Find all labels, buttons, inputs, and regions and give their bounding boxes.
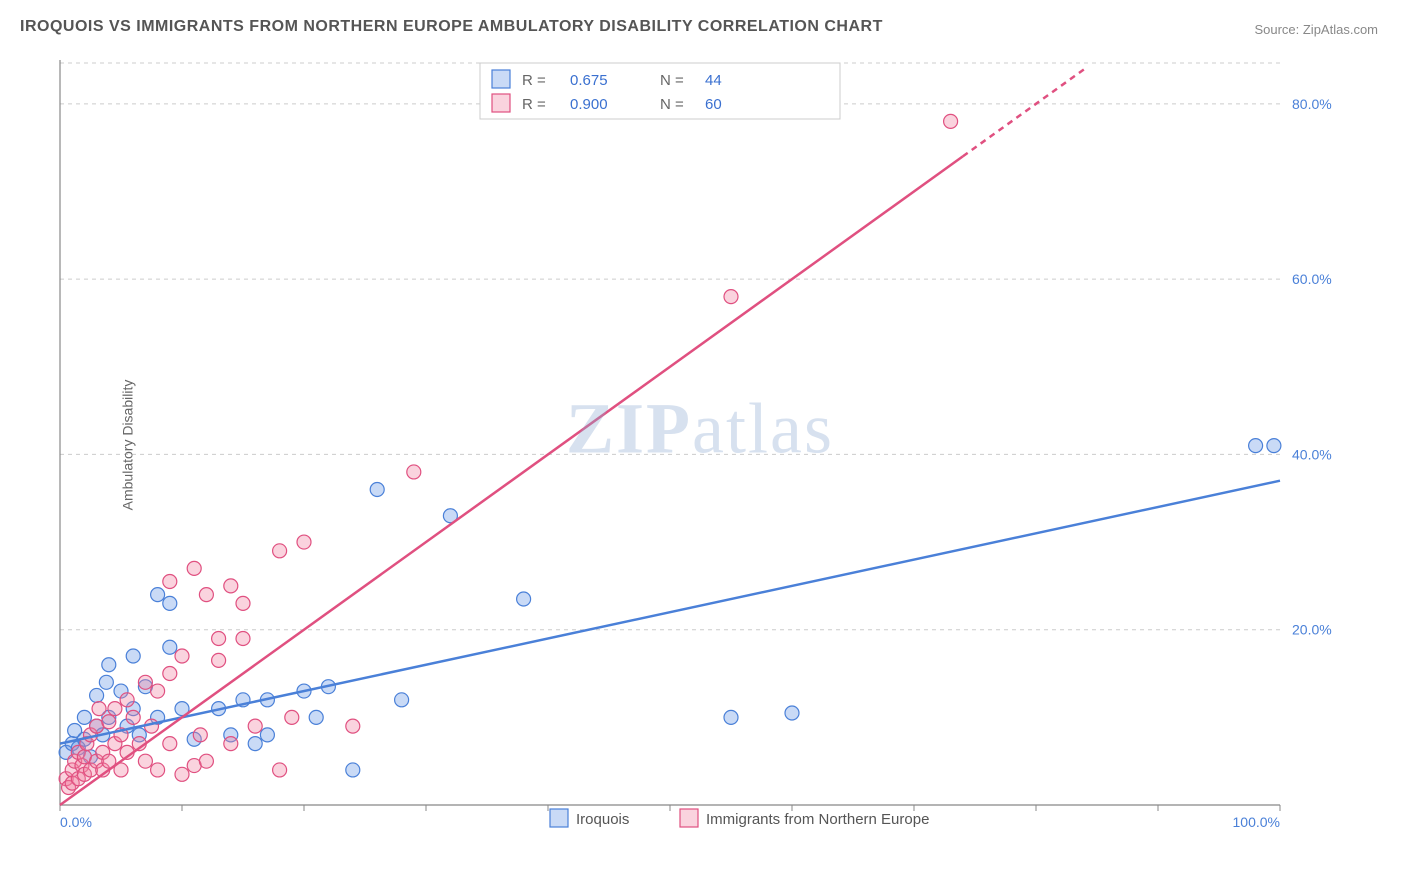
data-point [944,114,958,128]
trend-line-dashed [963,69,1085,157]
data-point [175,649,189,663]
y-tick-label: 80.0% [1292,96,1332,112]
data-point [90,688,104,702]
chart-title: IROQUOIS VS IMMIGRANTS FROM NORTHERN EUR… [20,18,883,36]
data-point [108,702,122,716]
data-point [212,631,226,645]
data-point [120,693,134,707]
y-axis-label: Ambulatory Disability [119,380,135,511]
data-point [175,767,189,781]
legend-label: Immigrants from Northern Europe [706,811,929,828]
data-point [92,702,106,716]
stats-r-label: R = [522,72,546,89]
data-point [193,728,207,742]
data-point [724,710,738,724]
data-point [77,710,91,724]
data-point [236,596,250,610]
legend-swatch [492,94,510,112]
data-point [370,482,384,496]
y-tick-label: 20.0% [1292,622,1332,638]
data-point [163,596,177,610]
data-point [1249,439,1263,453]
data-point [395,693,409,707]
data-point [273,544,287,558]
data-point [309,710,323,724]
stats-n-value: 44 [705,72,722,89]
source-attribution: Source: ZipAtlas.com [1254,22,1378,37]
data-point [285,710,299,724]
x-tick-label: 100.0% [1233,814,1280,830]
data-point [199,754,213,768]
data-point [99,675,113,689]
legend-label: Iroquois [576,811,629,828]
legend-swatch [680,809,698,827]
data-point [163,640,177,654]
stats-r-value: 0.900 [570,96,608,113]
data-point [126,649,140,663]
data-point [260,728,274,742]
data-point [236,631,250,645]
chart-canvas: 20.0% 40.0% 60.0% 80.0% 0.0% 100.0% R = 0.675 N … [50,55,1350,835]
data-point [785,706,799,720]
legend-swatch [550,809,568,827]
data-point [1267,439,1281,453]
data-point [224,579,238,593]
data-point [346,719,360,733]
data-point [407,465,421,479]
data-point [151,763,165,777]
data-point [151,588,165,602]
data-point [346,763,360,777]
data-point [297,535,311,549]
stats-n-value: 60 [705,96,722,113]
data-point [248,737,262,751]
data-point [724,290,738,304]
data-point [102,658,116,672]
legend-swatch [492,70,510,88]
data-point [151,684,165,698]
data-point [212,653,226,667]
stats-r-value: 0.675 [570,72,608,89]
stats-n-label: N = [660,96,684,113]
data-point [199,588,213,602]
y-tick-label: 60.0% [1292,271,1332,287]
data-point [138,675,152,689]
x-tick-label: 0.0% [60,814,92,830]
trend-line [60,156,963,805]
stats-r-label: R = [522,96,546,113]
scatter-chart: Ambulatory Disability ZIPatlas 20.0%40.0… [50,55,1350,835]
data-point [138,754,152,768]
data-point [163,575,177,589]
data-point [187,561,201,575]
data-point [248,719,262,733]
data-point [517,592,531,606]
y-tick-label: 40.0% [1292,446,1332,462]
data-point [163,667,177,681]
data-point [126,710,140,724]
data-point [102,715,116,729]
data-point [224,737,238,751]
data-point [163,737,177,751]
data-point [273,763,287,777]
stats-n-label: N = [660,72,684,89]
trend-line [60,481,1280,744]
